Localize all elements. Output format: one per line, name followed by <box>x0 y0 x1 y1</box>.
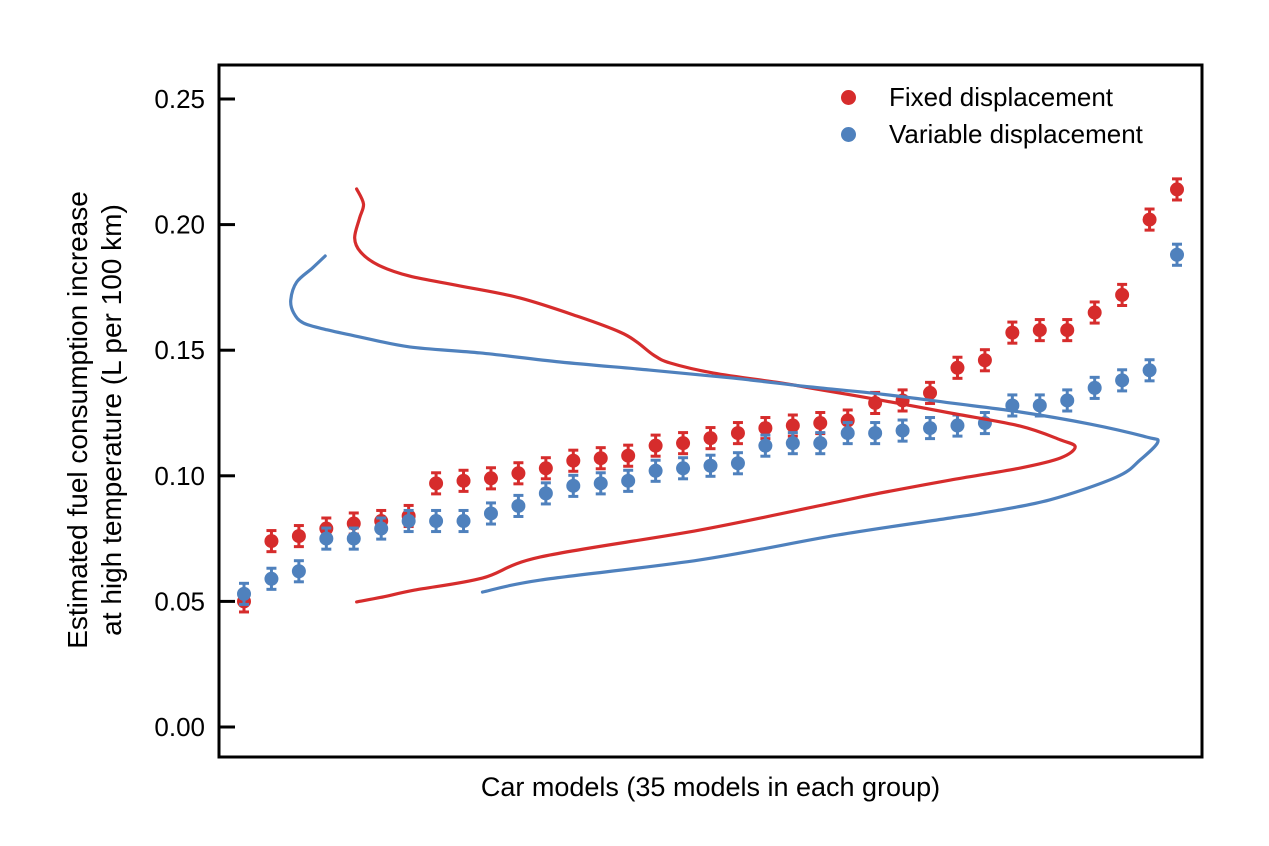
legend: Fixed displacement Variable displacement <box>841 79 1143 153</box>
legend-marker-variable-icon <box>841 127 856 142</box>
data-point <box>840 426 855 441</box>
data-point <box>1170 247 1184 262</box>
data-point <box>621 448 636 463</box>
data-point <box>868 426 883 441</box>
density-curve-variable-displacement <box>289 254 1160 594</box>
data-point <box>923 421 938 436</box>
data-point <box>676 436 691 451</box>
data-point <box>511 498 526 513</box>
data-point <box>621 473 636 488</box>
y-tick-label: 0.25 <box>154 84 205 114</box>
y-tick-label: 0.05 <box>154 586 205 616</box>
data-point <box>346 531 361 546</box>
data-point <box>1115 373 1130 388</box>
density-curve-fixed-displacement <box>353 187 1077 604</box>
data-point <box>566 453 581 468</box>
data-point <box>758 438 773 453</box>
data-point <box>703 458 718 473</box>
legend-label-fixed: Fixed displacement <box>889 82 1113 112</box>
data-point <box>401 514 416 529</box>
legend-item-variable-displacement: Variable displacement <box>841 116 1143 153</box>
data-point <box>1005 325 1020 340</box>
data-point <box>291 564 306 579</box>
legend-label-variable: Variable displacement <box>889 119 1143 149</box>
data-point <box>676 461 691 476</box>
data-point <box>977 353 992 368</box>
data-point <box>1032 398 1047 413</box>
y-axis-label-line1: Estimated fuel consumption increase <box>62 191 93 649</box>
data-point <box>1087 380 1102 395</box>
data-point <box>264 534 279 549</box>
data-point <box>648 463 663 478</box>
data-point <box>1142 212 1157 227</box>
series-variable-displacement <box>237 242 1184 606</box>
data-point <box>648 438 663 453</box>
data-point <box>374 521 389 536</box>
legend-item-fixed-displacement: Fixed displacement <box>841 79 1143 116</box>
data-point <box>538 461 553 476</box>
x-axis-label: Car models (35 models in each group) <box>480 772 941 802</box>
y-axis-label-line2: at high temperature (L per 100 km) <box>96 204 127 636</box>
data-point <box>566 478 581 493</box>
data-point <box>593 451 608 466</box>
data-point <box>291 529 306 544</box>
data-point <box>730 456 745 471</box>
data-point <box>923 385 938 400</box>
y-tick-label: 0.00 <box>154 712 205 742</box>
data-point <box>1170 182 1184 197</box>
y-tick-label: 0.10 <box>154 461 205 491</box>
data-point <box>483 471 498 486</box>
data-point <box>538 486 553 501</box>
data-point <box>429 476 444 491</box>
data-point <box>730 426 745 441</box>
data-point <box>511 466 526 481</box>
data-point <box>813 416 828 431</box>
data-point <box>237 586 251 601</box>
data-point <box>264 571 279 586</box>
data-point <box>785 418 800 433</box>
legend-marker-fixed-icon <box>841 90 856 105</box>
data-point <box>456 473 471 488</box>
data-point <box>1032 323 1047 338</box>
data-point <box>456 514 471 529</box>
plot-box <box>217 63 1204 759</box>
data-point <box>785 436 800 451</box>
data-point <box>950 418 965 433</box>
data-point <box>1087 305 1102 320</box>
y-axis-ticks: 0.00 0.05 0.10 0.15 0.20 0.25 <box>154 84 235 742</box>
y-tick-label: 0.20 <box>154 210 205 240</box>
data-point <box>1142 363 1157 378</box>
data-point <box>429 514 444 529</box>
data-point <box>950 360 965 375</box>
data-point <box>1115 287 1130 302</box>
data-point <box>758 421 773 436</box>
data-point <box>703 431 718 446</box>
data-point <box>1060 393 1075 408</box>
data-point <box>1060 323 1075 338</box>
data-point <box>813 436 828 451</box>
data-point <box>895 423 910 438</box>
data-point <box>593 476 608 491</box>
y-tick-label: 0.15 <box>154 335 205 365</box>
data-point <box>319 531 334 546</box>
data-point <box>483 506 498 521</box>
